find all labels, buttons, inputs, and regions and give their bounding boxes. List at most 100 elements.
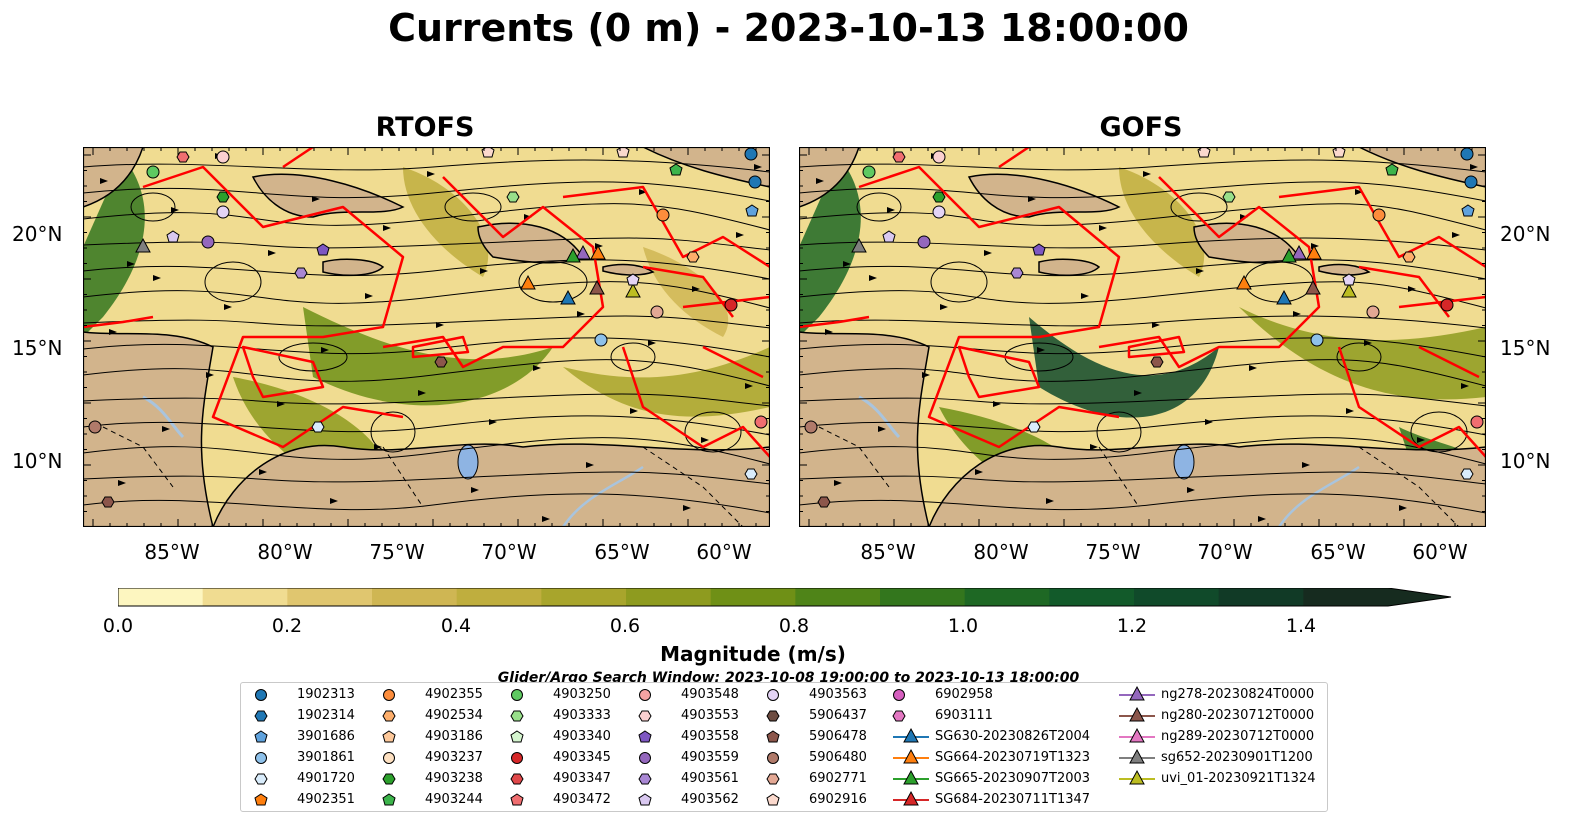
float-marker bbox=[744, 147, 758, 161]
hexagon-marker-icon bbox=[254, 710, 268, 722]
triangle-marker-icon bbox=[1119, 706, 1155, 722]
float-marker bbox=[724, 298, 738, 312]
float-marker bbox=[1305, 279, 1321, 295]
colorbar bbox=[118, 588, 1452, 607]
lat-label-15n-right: 15°N bbox=[1500, 336, 1551, 360]
hexagon-marker-icon bbox=[766, 773, 780, 785]
legend-label: 4903237 bbox=[425, 750, 483, 765]
hexagon-marker-icon bbox=[892, 710, 906, 722]
legend-label: 1902314 bbox=[297, 708, 355, 723]
lon-label-85w: 85°W bbox=[144, 540, 200, 564]
circle-marker-icon bbox=[767, 752, 779, 764]
float-marker bbox=[1461, 204, 1475, 217]
float-marker bbox=[1032, 243, 1046, 256]
circle-marker-icon bbox=[639, 752, 651, 764]
lat-label-10n: 10°N bbox=[12, 449, 63, 473]
colorbar-tick-1-2: 1.2 bbox=[1116, 615, 1148, 637]
pentagon-marker-icon bbox=[638, 793, 652, 806]
float-marker bbox=[748, 175, 762, 189]
legend-label: 4903186 bbox=[425, 729, 483, 744]
float-marker bbox=[1332, 147, 1346, 158]
float-marker bbox=[216, 150, 230, 164]
colorbar-tick-0-4: 0.4 bbox=[440, 615, 472, 637]
legend-label: 4903345 bbox=[553, 750, 611, 765]
pentagon-marker-icon bbox=[382, 730, 396, 743]
triangle-marker-icon bbox=[1119, 769, 1155, 785]
float-marker bbox=[932, 150, 946, 164]
figure-title: Currents (0 m) - 2023-10-13 18:00:00 bbox=[388, 6, 1189, 50]
legend-label: 4903238 bbox=[425, 771, 483, 786]
float-marker bbox=[216, 191, 230, 203]
lon-label-70w: 70°W bbox=[481, 540, 537, 564]
legend-label: 4902534 bbox=[425, 708, 483, 723]
legend-label: 4903563 bbox=[809, 687, 867, 702]
float-marker bbox=[932, 191, 946, 203]
panel-title-gofs: GOFS bbox=[1099, 112, 1183, 143]
legend-label: 5906437 bbox=[809, 708, 867, 723]
legend-label: sg652-20230901T1200 bbox=[1161, 750, 1313, 765]
float-marker bbox=[176, 151, 190, 163]
float-marker bbox=[892, 151, 906, 163]
float-marker bbox=[1372, 208, 1386, 222]
legend-label: 6902958 bbox=[935, 687, 993, 702]
legend-label: 4903561 bbox=[681, 771, 739, 786]
triangle-marker-icon bbox=[1119, 748, 1155, 764]
float-marker bbox=[917, 235, 931, 249]
float-marker bbox=[294, 267, 308, 279]
search-window-text: Glider/Argo Search Window: 2023-10-08 19… bbox=[497, 670, 1080, 684]
legend-label: SG664-20230719T1323 bbox=[935, 750, 1091, 765]
triangle-marker-icon bbox=[893, 790, 929, 806]
legend-label: SG630-20230826T2004 bbox=[935, 729, 1091, 744]
hexagon-marker-icon bbox=[766, 710, 780, 722]
lon-label-65w: 65°W bbox=[594, 540, 650, 564]
legend-label: 4902351 bbox=[297, 792, 355, 807]
float-marker bbox=[88, 420, 102, 434]
legend-label: 6903111 bbox=[935, 708, 993, 723]
legend-label: 5906478 bbox=[809, 729, 867, 744]
float-marker bbox=[101, 496, 115, 508]
circle-marker-icon bbox=[893, 689, 905, 701]
float-marker bbox=[817, 496, 831, 508]
float-marker bbox=[1027, 421, 1041, 433]
lon-label-60w: 60°W bbox=[696, 540, 752, 564]
hexagon-marker-icon bbox=[638, 710, 652, 722]
float-marker bbox=[1460, 468, 1474, 480]
float-marker bbox=[506, 191, 520, 203]
float-marker bbox=[216, 205, 230, 219]
triangle-marker-icon bbox=[893, 727, 929, 743]
legend-label: 4903548 bbox=[681, 687, 739, 702]
float-marker bbox=[135, 237, 151, 253]
float-marker bbox=[669, 163, 683, 176]
float-marker bbox=[594, 333, 608, 347]
legend-label: 4903553 bbox=[681, 708, 739, 723]
legend-label: ng289-20230712T0000 bbox=[1161, 729, 1315, 744]
float-marker bbox=[565, 247, 581, 263]
triangle-marker-icon bbox=[893, 748, 929, 764]
float-marker bbox=[434, 356, 448, 368]
float-marker bbox=[745, 204, 759, 217]
float-marker bbox=[1291, 244, 1307, 260]
float-marker bbox=[616, 147, 630, 158]
pentagon-marker-icon bbox=[766, 730, 780, 743]
float-marker bbox=[481, 147, 495, 158]
legend-label: SG665-20230907T2003 bbox=[935, 771, 1091, 786]
triangle-marker-icon bbox=[1119, 727, 1155, 743]
map-panel-gofs bbox=[799, 147, 1486, 527]
hexagon-marker-icon bbox=[638, 773, 652, 785]
float-marker bbox=[1306, 244, 1322, 260]
legend-label: 4901720 bbox=[297, 771, 355, 786]
legend-label: 4902355 bbox=[425, 687, 483, 702]
legend-label: 3901861 bbox=[297, 750, 355, 765]
lat-label-10n-right: 10°N bbox=[1500, 449, 1551, 473]
float-marker bbox=[1470, 415, 1484, 429]
lon-label-75w: 75°W bbox=[369, 540, 425, 564]
pentagon-marker-icon bbox=[254, 793, 268, 806]
float-marker bbox=[851, 237, 867, 253]
colorbar-tick-0-0: 0.0 bbox=[102, 615, 134, 637]
float-marker bbox=[1276, 289, 1292, 305]
legend-label: uvi_01-20230921T1324 bbox=[1161, 771, 1316, 786]
float-marker bbox=[1310, 333, 1324, 347]
hexagon-marker-icon bbox=[510, 710, 524, 722]
lon-label-85w-gofs: 85°W bbox=[860, 540, 916, 564]
lon-label-75w-gofs: 75°W bbox=[1085, 540, 1141, 564]
